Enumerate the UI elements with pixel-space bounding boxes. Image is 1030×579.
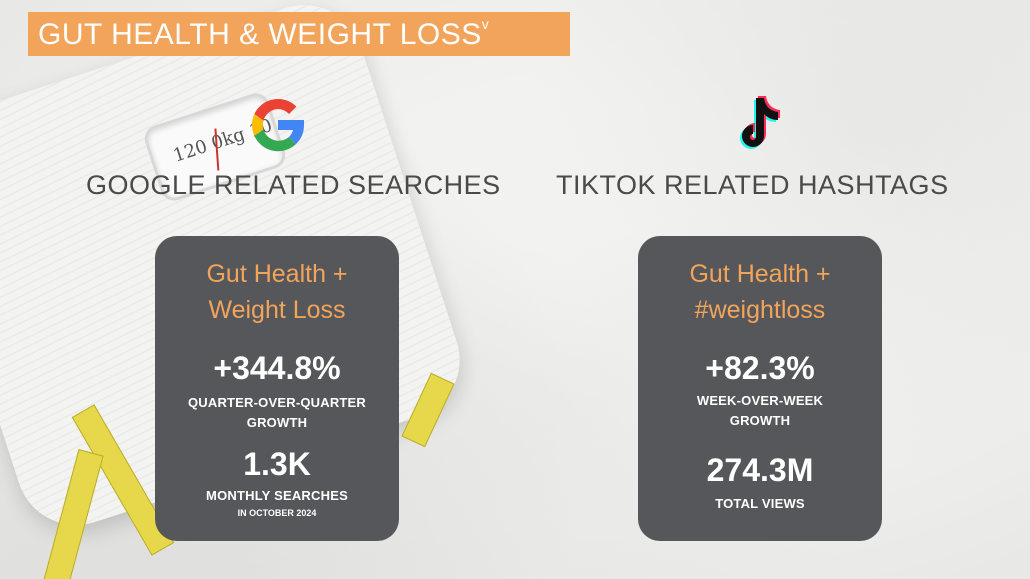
stat-label-line: WEEK-OVER-WEEK [696,393,824,408]
google-logo-icon [251,98,305,152]
title-banner: GUT HEALTH & WEIGHT LOSSv [28,12,570,56]
growth-stat-label: QUARTER-OVER-QUARTER GROWTH [155,393,399,433]
card-title-line: #weightloss [694,296,826,324]
stat-label-line: GROWTH [246,415,308,430]
searches-stat-label: MONTHLY SEARCHES [206,488,348,503]
card-title-line: Gut Health + [206,260,348,288]
views-stat-value: 274.3M [706,452,814,488]
tiktok-stats-card: Gut Health + #weightloss +82.3% WEEK-OVE… [638,236,882,541]
stat-label-line: QUARTER-OVER-QUARTER [187,395,367,410]
growth-stat-value: +82.3% [705,350,815,386]
card-title: Gut Health + #weightloss [638,256,882,328]
tiktok-section-heading: TIKTOK RELATED HASHTAGS [556,170,949,200]
searches-stat-value: 1.3K [243,446,311,482]
searches-stat-sublabel: IN OCTOBER 2024 [237,508,317,518]
growth-stat-label: WEEK-OVER-WEEK GROWTH [638,391,882,431]
card-title: Gut Health + Weight Loss [155,256,399,328]
growth-stat-value: +344.8% [213,350,341,386]
card-title-line: Gut Health + [689,260,831,288]
views-stat-label: TOTAL VIEWS [715,496,805,511]
card-title-line: Weight Loss [208,296,346,324]
tiktok-logo-icon [740,96,780,149]
google-stats-card: Gut Health + Weight Loss +344.8% QUARTER… [155,236,399,541]
page-title: GUT HEALTH & WEIGHT LOSSv [38,16,490,51]
stat-label-line: GROWTH [729,413,791,428]
google-section-heading: GOOGLE RELATED SEARCHES [86,170,501,200]
